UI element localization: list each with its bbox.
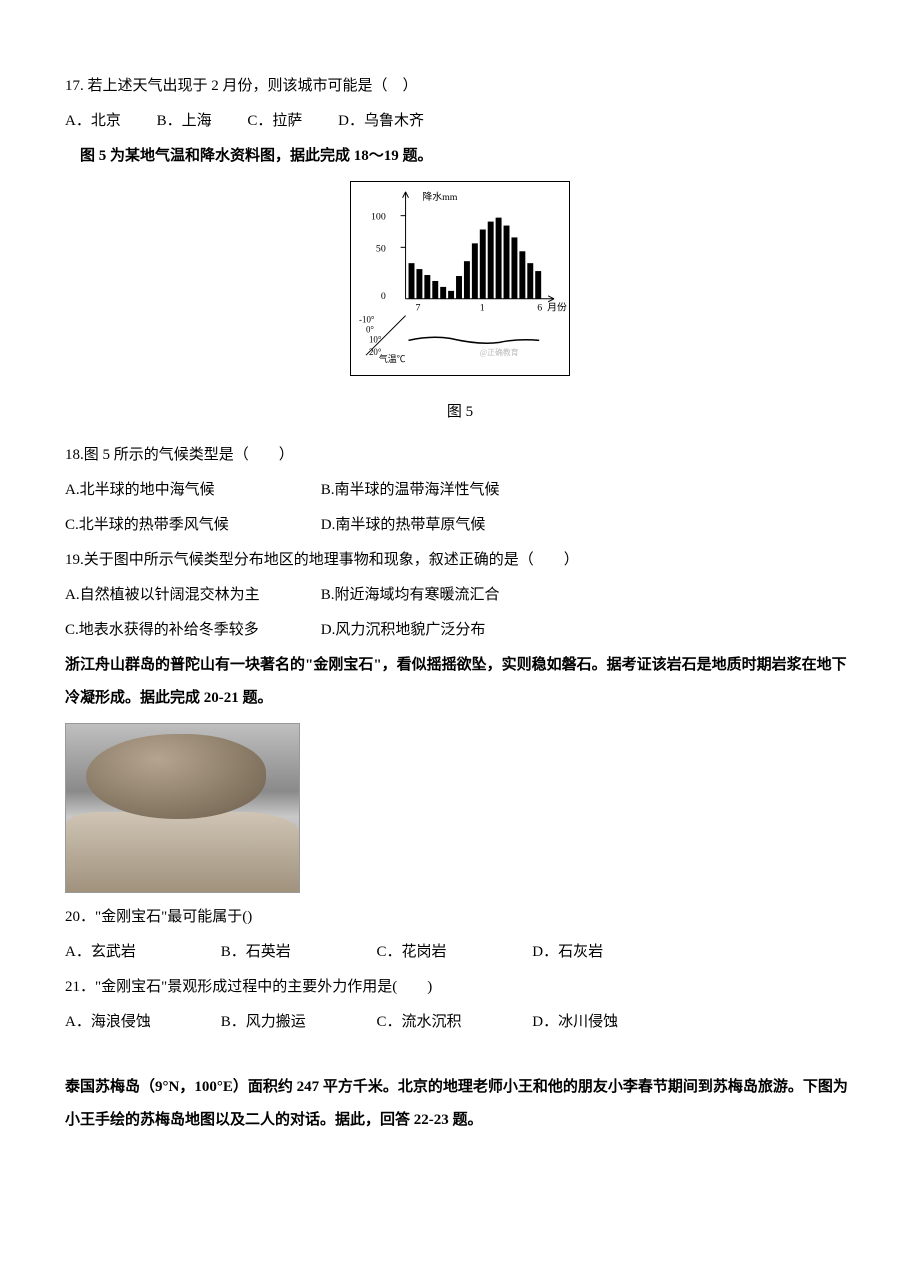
precip-axis-label: 降水mm bbox=[422, 190, 457, 203]
watermark: @正确教育 bbox=[480, 347, 519, 357]
option-17c: C．拉萨 bbox=[247, 105, 302, 138]
question-19: 19.关于图中所示气候类型分布地区的地理事物和现象，叙述正确的是（ ） bbox=[65, 544, 855, 577]
option-20c: C．花岗岩 bbox=[377, 936, 497, 969]
option-18a: A.北半球的地中海气候 bbox=[65, 474, 285, 507]
svg-text:10°: 10° bbox=[369, 334, 382, 344]
intro-22-23: 泰国苏梅岛（9°N，100°E）面积约 247 平方千米。北京的地理老师小王和他… bbox=[65, 1071, 855, 1137]
svg-text:-10°: -10° bbox=[359, 315, 375, 325]
svg-text:7: 7 bbox=[415, 303, 420, 314]
svg-text:气温℃: 气温℃ bbox=[379, 353, 406, 364]
svg-text:月份: 月份 bbox=[547, 302, 567, 314]
option-19c: C.地表水获得的补给冬季较多 bbox=[65, 614, 285, 647]
option-18d: D.南半球的热带草原气候 bbox=[321, 509, 486, 542]
intro-20-21: 浙江舟山群岛的普陀山有一块著名的"金刚宝石"，看似摇摇欲坠，实则稳如磐石。据考证… bbox=[65, 649, 855, 715]
options-21: A．海浪侵蚀 B．风力搬运 C．流水沉积 D．冰川侵蚀 bbox=[65, 1006, 855, 1039]
options-19-row2: C.地表水获得的补给冬季较多 D.风力沉积地貌广泛分布 bbox=[65, 614, 855, 647]
options-18-row1: A.北半球的地中海气候 B.南半球的温带海洋性气候 bbox=[65, 474, 855, 507]
svg-text:6: 6 bbox=[537, 303, 542, 314]
options-17: A．北京 B．上海 C．拉萨 D．乌鲁木齐 bbox=[65, 105, 855, 138]
option-21b: B．风力搬运 bbox=[221, 1006, 341, 1039]
option-19a: A.自然植被以针阔混交林为主 bbox=[65, 579, 285, 612]
option-20d: D．石灰岩 bbox=[532, 936, 603, 969]
svg-text:1: 1 bbox=[480, 303, 485, 314]
temp-line bbox=[409, 337, 540, 343]
options-18-row2: C.北半球的热带季风气候 D.南半球的热带草原气候 bbox=[65, 509, 855, 542]
precip-bars bbox=[409, 218, 542, 299]
question-18: 18.图 5 所示的气候类型是（ ） bbox=[65, 439, 855, 472]
options-20: A．玄武岩 B．石英岩 C．花岗岩 D．石灰岩 bbox=[65, 936, 855, 969]
options-19-row1: A.自然植被以针阔混交林为主 B.附近海域均有寒暖流汇合 bbox=[65, 579, 855, 612]
option-17d: D．乌鲁木齐 bbox=[338, 105, 424, 138]
question-20: 20．"金刚宝石"最可能属于() bbox=[65, 901, 855, 934]
svg-text:0: 0 bbox=[381, 291, 386, 302]
svg-text:0°: 0° bbox=[366, 324, 374, 334]
option-18c: C.北半球的热带季风气候 bbox=[65, 509, 285, 542]
svg-text:50: 50 bbox=[376, 243, 386, 254]
figure-5-container: 降水mm 100 50 0 bbox=[65, 181, 855, 388]
option-17b: B．上海 bbox=[157, 105, 212, 138]
option-21a: A．海浪侵蚀 bbox=[65, 1006, 185, 1039]
option-19d: D.风力沉积地貌广泛分布 bbox=[321, 614, 486, 647]
figure-5-caption: 图 5 bbox=[65, 396, 855, 429]
option-19b: B.附近海域均有寒暖流汇合 bbox=[321, 579, 500, 612]
question-17: 17. 若上述天气出现于 2 月份，则该城市可能是（ ） bbox=[65, 70, 855, 103]
question-21: 21．"金刚宝石"景观形成过程中的主要外力作用是( ) bbox=[65, 971, 855, 1004]
rock-photo bbox=[65, 723, 300, 893]
intro-figure5: 图 5 为某地气温和降水资料图，据此完成 18～19 题。 bbox=[65, 140, 855, 173]
option-21d: D．冰川侵蚀 bbox=[532, 1006, 618, 1039]
chart-svg: 降水mm 100 50 0 bbox=[351, 182, 569, 375]
climate-chart: 降水mm 100 50 0 bbox=[350, 181, 570, 376]
option-17a: A．北京 bbox=[65, 105, 121, 138]
option-21c: C．流水沉积 bbox=[377, 1006, 497, 1039]
option-20a: A．玄武岩 bbox=[65, 936, 185, 969]
svg-text:100: 100 bbox=[371, 212, 386, 223]
option-18b: B.南半球的温带海洋性气候 bbox=[321, 474, 500, 507]
option-20b: B．石英岩 bbox=[221, 936, 341, 969]
